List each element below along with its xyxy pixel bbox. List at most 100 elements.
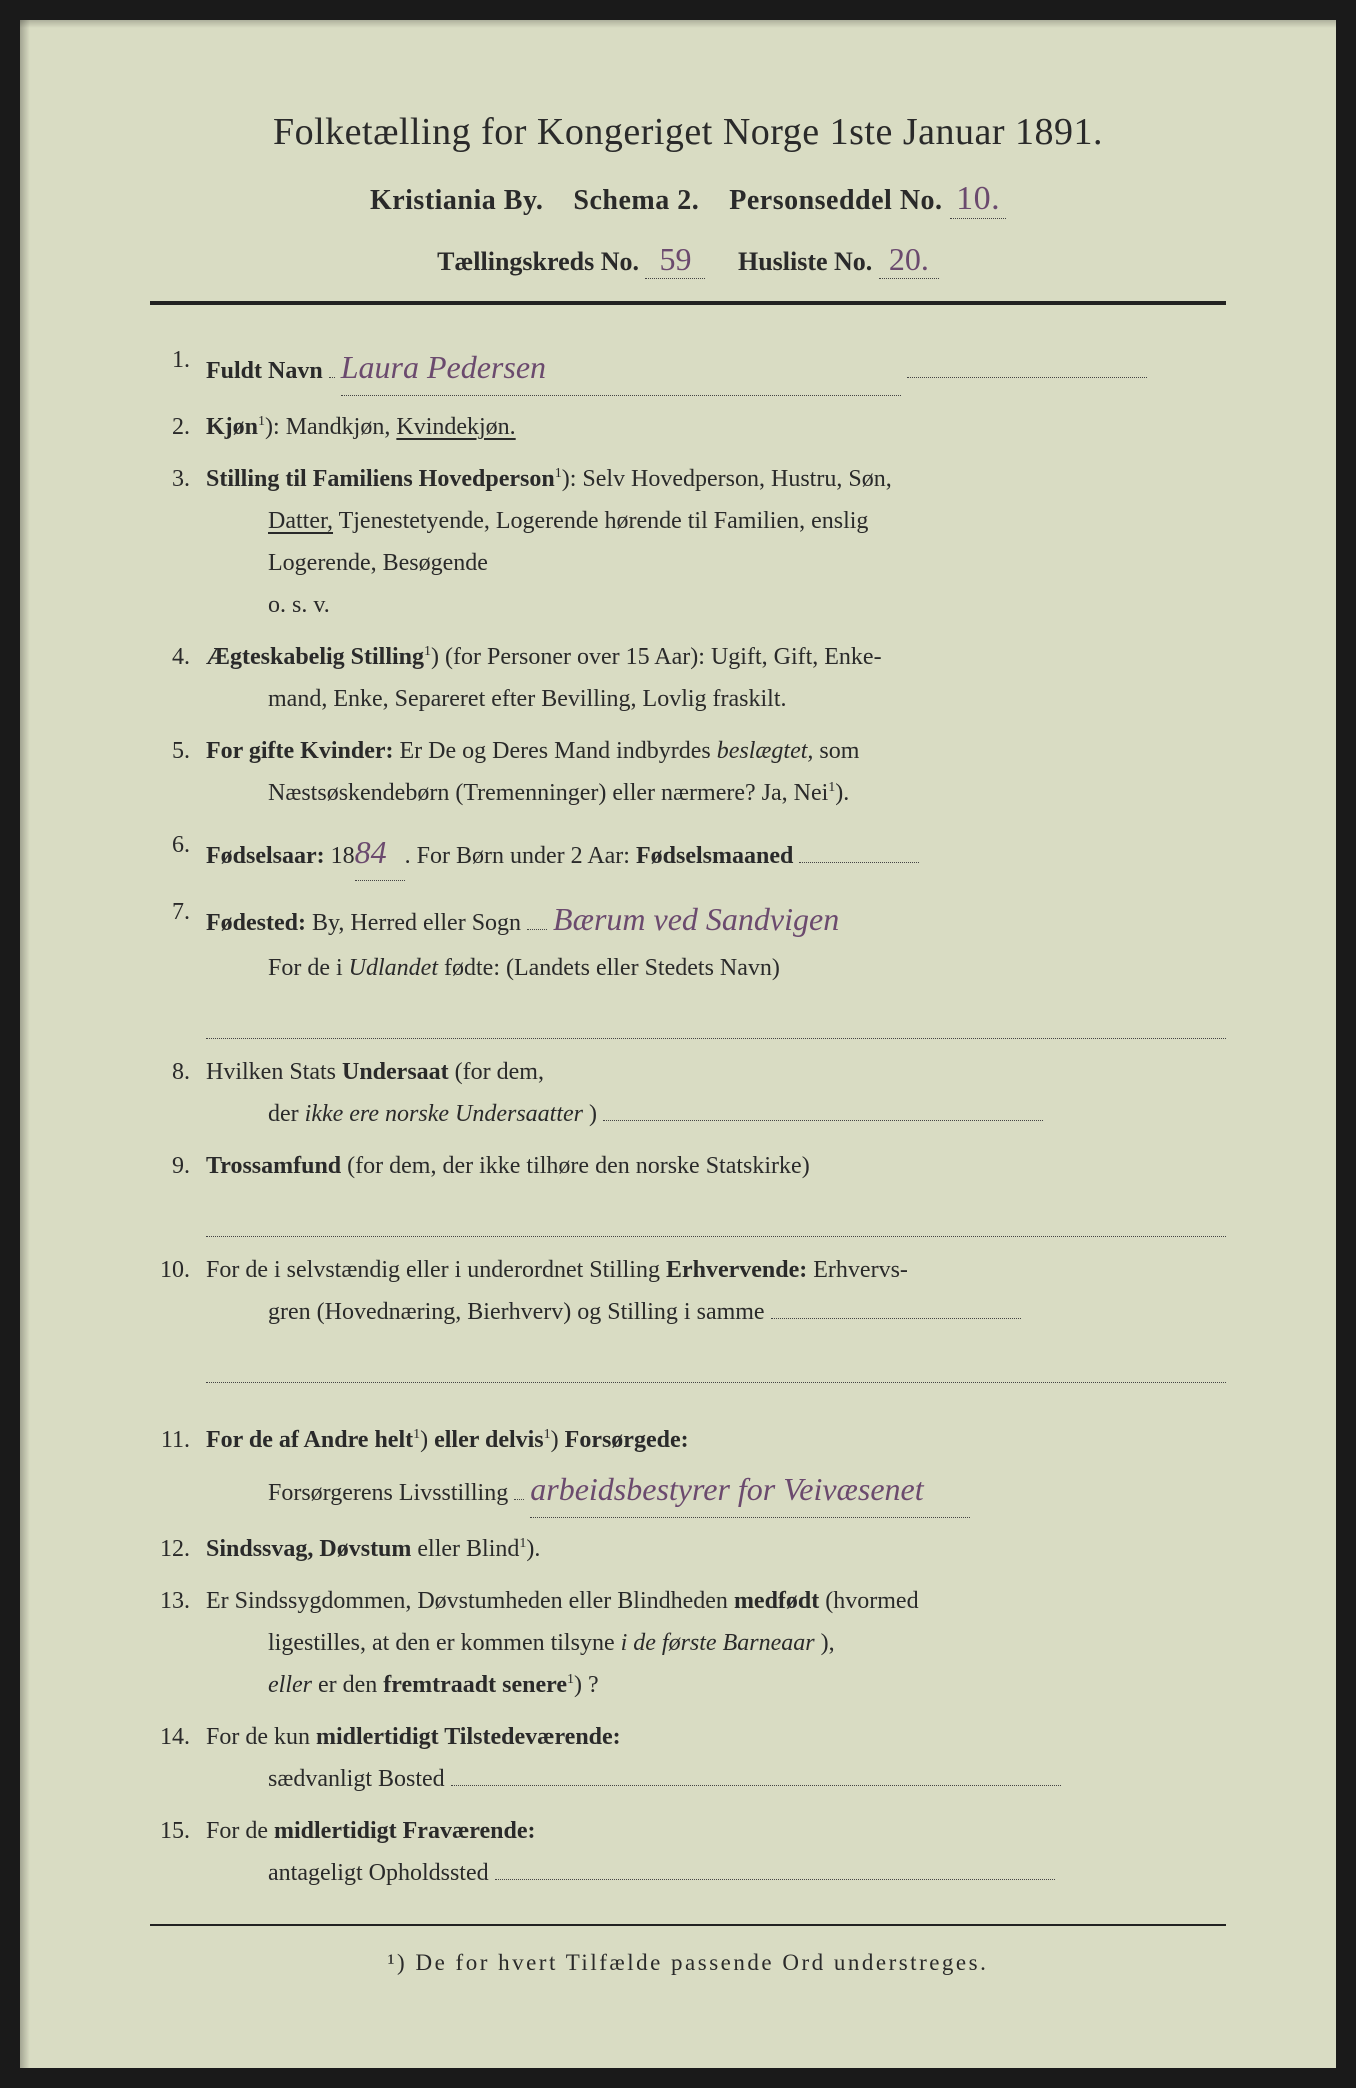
field-num: 3. xyxy=(150,458,206,626)
f10-text1: For de i selvstændig eller i underordnet… xyxy=(206,1257,666,1283)
field-label: Trossamfund xyxy=(206,1153,341,1179)
f7-l2b: fødte: (Landets eller Stedets Navn) xyxy=(444,955,780,981)
shadow-top xyxy=(20,20,1336,28)
f10-line2: gren (Hovednæring, Bierhverv) og Stillin… xyxy=(268,1299,765,1325)
f5-line2: Næstsøskendebørn (Tremenninger) eller næ… xyxy=(268,780,828,806)
f5-text2: som xyxy=(819,738,859,764)
f7-text1: By, Herred eller Sogn xyxy=(312,910,521,936)
f13-t1: Er Sindssygdommen, Døvstumheden eller Bl… xyxy=(206,1588,734,1614)
field-9: 9. Trossamfund (for dem, der ikke tilhør… xyxy=(150,1145,1226,1187)
field-body: For de i selvstændig eller i underordnet… xyxy=(206,1249,1226,1333)
field-11: 11. For de af Andre helt1) eller delvis1… xyxy=(150,1419,1226,1518)
f9-text: (for dem, der ikke tilhøre den norske St… xyxy=(347,1153,810,1179)
f11-t1: For de af Andre helt xyxy=(206,1427,413,1453)
birth-month-label: Fødselsmaaned xyxy=(636,843,793,869)
f13-l3b: er den xyxy=(318,1672,383,1698)
field-4: 4. Ægteskabelig Stilling1) (for Personer… xyxy=(150,636,1226,720)
f13-t2: (hvormed xyxy=(825,1588,918,1614)
field-body: Sindssvag, Døvstum eller Blind1). xyxy=(206,1528,1226,1570)
field-2: 2. Kjøn1): Mandkjøn, Kvindekjøn. xyxy=(150,406,1226,448)
field-num: 7. xyxy=(150,891,206,989)
birth-year: 84 xyxy=(355,824,405,881)
main-title: Folketælling for Kongeriget Norge 1ste J… xyxy=(150,110,1226,154)
f13-b2: fremtraadt senere xyxy=(383,1672,567,1698)
field-12: 12. Sindssvag, Døvstum eller Blind1). xyxy=(150,1528,1226,1570)
birthplace-value: Bærum ved Sandvigen xyxy=(553,901,839,937)
field-label: For gifte Kvinder: xyxy=(206,738,394,764)
f5-text1: Er De og Deres Mand indbyrdes xyxy=(400,738,717,764)
f8-l2b: ) xyxy=(589,1101,597,1127)
field-num: 1. xyxy=(150,339,206,396)
kreds-label: Tællingskreds No. xyxy=(437,247,639,276)
f13-it: i de første Barneaar xyxy=(621,1630,815,1656)
field-num: 10. xyxy=(150,1249,206,1333)
field-body: Fuldt Navn Laura Pedersen xyxy=(206,339,1226,396)
field-body: Hvilken Stats Undersaat (for dem, der ik… xyxy=(206,1051,1226,1135)
f14-line2: sædvanligt Bosted xyxy=(268,1766,445,1792)
schema-label: Schema 2. xyxy=(573,185,699,216)
field-label: Undersaat xyxy=(342,1059,449,1085)
footnote: ¹) De for hvert Tilfælde passende Ord un… xyxy=(150,1950,1226,1976)
field-label: Sindssvag, Døvstum xyxy=(206,1536,411,1562)
field-7: 7. Fødested: By, Herred eller Sogn Bærum… xyxy=(150,891,1226,989)
f8-it: ikke ere norske Undersaatter xyxy=(305,1101,583,1127)
personseddel-no: 10. xyxy=(950,180,1006,219)
field-num: 5. xyxy=(150,730,206,814)
husliste-no: 20. xyxy=(879,241,939,279)
field-14: 14. For de kun midlertidigt Tilstedevære… xyxy=(150,1716,1226,1800)
rel-opts-2: Tjenestetyende, Logerende hørende til Fa… xyxy=(339,508,869,534)
city-label: Kristiania By. xyxy=(370,185,543,216)
f13-l2a: ligestilles, at den er kommen tilsyne xyxy=(268,1630,621,1656)
f6-text2: For Børn under 2 Aar: xyxy=(417,843,636,869)
f11-t2: eller delvis xyxy=(434,1427,544,1453)
field-body: Stilling til Familiens Hovedperson1): Se… xyxy=(206,458,1226,626)
shadow-left xyxy=(20,20,30,2068)
field-num: 8. xyxy=(150,1051,206,1135)
provider-occupation: arbeidsbestyrer for Veivæsenet xyxy=(530,1461,970,1518)
field-body: For gifte Kvinder: Er De og Deres Mand i… xyxy=(206,730,1226,814)
blank-line xyxy=(206,1343,1226,1383)
field-body: Kjøn1): Mandkjøn, Kvindekjøn. xyxy=(206,406,1226,448)
field-num: 12. xyxy=(150,1528,206,1570)
field-label: Kjøn xyxy=(206,414,258,440)
field-6: 6. Fødselsaar: 1884. For Børn under 2 Aa… xyxy=(150,824,1226,881)
field-label: Fuldt Navn xyxy=(206,358,323,384)
f8-l2a: der xyxy=(268,1101,305,1127)
field-3: 3. Stilling til Familiens Hovedperson1):… xyxy=(150,458,1226,626)
rel-line3: Logerende, Besøgende xyxy=(206,542,1226,584)
f11-line2: Forsørgerens Livsstilling xyxy=(268,1480,508,1506)
field-body: Fødselsaar: 1884. For Børn under 2 Aar: … xyxy=(206,824,1226,881)
field-num: 6. xyxy=(150,824,206,881)
footer-rule xyxy=(150,1924,1226,1926)
blank-line xyxy=(206,999,1226,1039)
rel-selected: Datter, xyxy=(268,508,333,534)
personseddel-label: Personseddel No. xyxy=(729,185,942,216)
rel-line4: o. s. v. xyxy=(206,584,1226,626)
subtitle-row: Kristiania By. Schema 2. Personseddel No… xyxy=(150,180,1226,219)
census-form-page: Folketælling for Kongeriget Norge 1ste J… xyxy=(20,20,1336,2068)
marital-line2: mand, Enke, Separeret efter Bevilling, L… xyxy=(206,678,1226,720)
field-body: Ægteskabelig Stilling1) (for Personer ov… xyxy=(206,636,1226,720)
field-label: Stilling til Familiens Hovedperson xyxy=(206,466,555,492)
f13-l2b: ), xyxy=(821,1630,835,1656)
f15-line2: antageligt Opholdssted xyxy=(268,1860,489,1886)
field-13: 13. Er Sindssygdommen, Døvstumheden elle… xyxy=(150,1580,1226,1706)
f7-l2a: For de i xyxy=(268,955,349,981)
field-label: Fødselsaar: xyxy=(206,843,325,869)
field-label: Forsørgede: xyxy=(565,1427,689,1453)
f12-text: eller Blind xyxy=(417,1536,519,1562)
field-num: 15. xyxy=(150,1810,206,1894)
field-body: For de af Andre helt1) eller delvis1) Fo… xyxy=(206,1419,1226,1518)
f10-text2: Erhvervs- xyxy=(813,1257,908,1283)
rel-opts-1: Selv Hovedperson, Hustru, Søn, xyxy=(582,466,891,492)
sex-selected: Kvindekjøn. xyxy=(396,414,515,440)
field-num: 14. xyxy=(150,1716,206,1800)
field-body: Trossamfund (for dem, der ikke tilhøre d… xyxy=(206,1145,1226,1187)
field-body: Er Sindssygdommen, Døvstumheden eller Bl… xyxy=(206,1580,1226,1706)
f5-it: beslægtet, xyxy=(717,738,814,764)
field-num: 2. xyxy=(150,406,206,448)
f7-it: Udlandet xyxy=(349,955,438,981)
f8-text2: (for dem, xyxy=(455,1059,544,1085)
f13-l3a: eller xyxy=(268,1672,312,1698)
field-body: For de kun midlertidigt Tilstedeværende:… xyxy=(206,1716,1226,1800)
